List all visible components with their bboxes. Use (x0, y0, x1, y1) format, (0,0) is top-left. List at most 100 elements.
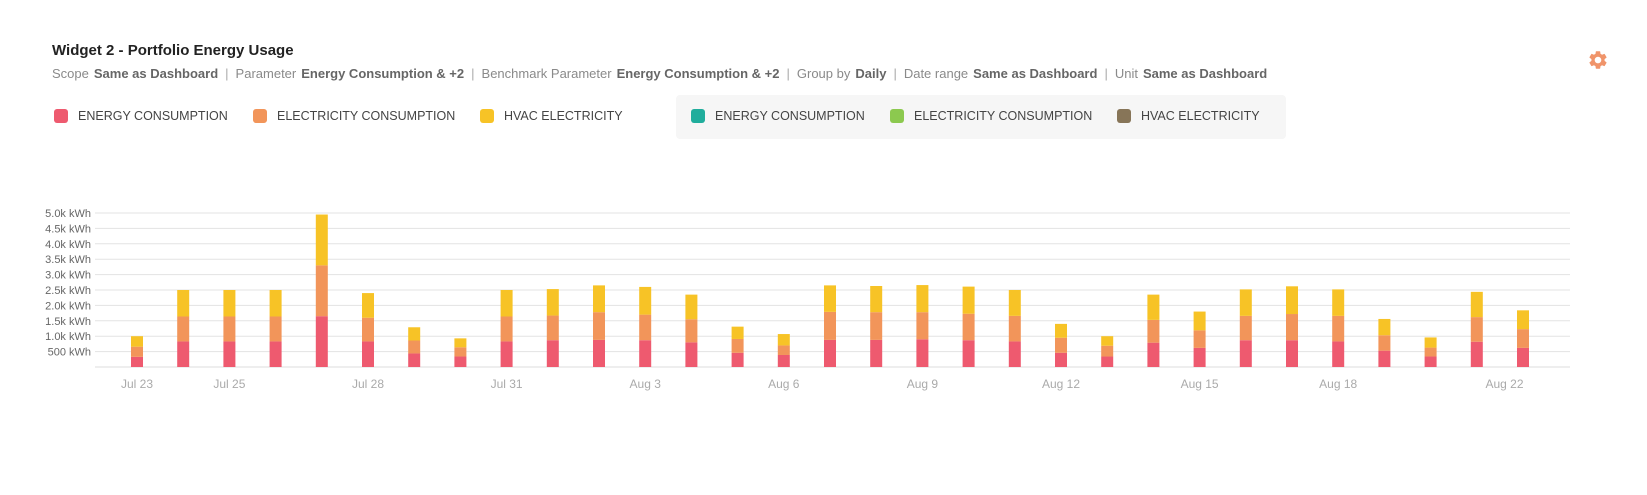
bar-segment (870, 312, 883, 340)
bar-segment (1286, 314, 1298, 341)
bar-segment (1193, 347, 1206, 367)
bar-segment (685, 342, 698, 367)
bar-segment (223, 341, 236, 367)
bar-segment (593, 285, 605, 313)
bar-segment (916, 312, 929, 340)
x-tick-label: Jul 25 (213, 377, 245, 391)
date-range-value: Same as Dashboard (973, 66, 1098, 81)
bar-segment (777, 345, 790, 355)
bar-segment (1424, 347, 1437, 357)
x-tick-label: Jul 31 (491, 377, 523, 391)
legend-swatch (1117, 109, 1131, 123)
bar-segment (731, 326, 744, 339)
bar-segment (1332, 289, 1345, 316)
bar-segment (408, 353, 421, 367)
bar-segment (639, 314, 652, 341)
bar-segment (1193, 330, 1206, 348)
bar-segment (1055, 352, 1067, 367)
y-tick-label: 5.0k kWh (45, 208, 91, 220)
bar-segment (131, 356, 143, 367)
legend-item-benchmark-electricity-consumption[interactable]: ELECTRICITY CONSUMPTION (890, 106, 1092, 126)
bar-segment (824, 339, 836, 367)
bar-segment (454, 347, 467, 357)
x-tick-label: Aug 15 (1181, 377, 1219, 391)
bar-segment (1470, 291, 1483, 318)
meta-divider: | (893, 66, 897, 81)
meta-divider: | (1104, 66, 1108, 81)
scope-value: Same as Dashboard (93, 66, 219, 81)
x-tick-label: Aug 12 (1042, 377, 1080, 391)
bar-segment (1101, 336, 1114, 346)
bar-segment (546, 340, 559, 367)
y-tick-label: 4.0k kWh (45, 239, 91, 251)
y-tick-label: 3.0k kWh (45, 270, 91, 282)
bar-segment (1424, 356, 1437, 367)
bar-segment (639, 340, 652, 367)
bar-segment (408, 340, 421, 354)
bar-segment (1517, 347, 1529, 367)
gear-icon-graphic (1589, 51, 1607, 69)
x-tick-label: Aug 3 (630, 377, 662, 391)
bar-segment (1008, 341, 1021, 367)
bar-segment (1101, 345, 1114, 357)
bar-segment (1193, 311, 1206, 331)
bar-segment (962, 286, 975, 314)
legend-label: HVAC ELECTRICITY (1141, 109, 1260, 123)
x-tick-label: Aug 22 (1485, 377, 1523, 391)
group-by-value: Daily (855, 66, 887, 81)
bar-segment (916, 285, 929, 313)
bar-segment (269, 316, 282, 342)
unit-label: Unit (1114, 66, 1138, 81)
bar-segment (824, 285, 836, 312)
bar-segment (1470, 317, 1483, 342)
y-tick-label: 2.0k kWh (45, 300, 91, 312)
legend-item-benchmark-energy-consumption[interactable]: ENERGY CONSUMPTION (691, 106, 865, 126)
widget-title: Widget 2 - Portfolio Energy Usage (52, 42, 294, 59)
bar-segment (362, 317, 374, 342)
gear-icon[interactable] (1587, 49, 1609, 71)
y-tick-label: 3.5k kWh (45, 254, 91, 266)
bar-segment (177, 316, 190, 342)
bar-segment (1147, 319, 1160, 343)
bar-segment (454, 338, 467, 348)
bar-segment (223, 316, 236, 342)
bar-segment (131, 346, 143, 357)
bar-segment (1239, 289, 1252, 316)
y-tick-label: 2.5k kWh (45, 285, 91, 297)
legend-item-energy-consumption[interactable]: ENERGY CONSUMPTION (54, 106, 228, 126)
scope-label: Scope (52, 66, 89, 81)
bar-segment (870, 285, 883, 313)
bar-segment (1147, 294, 1160, 320)
x-tick-label: Jul 23 (121, 377, 153, 391)
x-tick-label: Jul 28 (352, 377, 384, 391)
bar-segment (1332, 341, 1345, 367)
bar-segment (1147, 342, 1160, 367)
bar-segment (593, 339, 605, 367)
meta-divider: | (471, 66, 475, 81)
bar-segment (131, 336, 143, 347)
bar-segment (546, 289, 559, 316)
bar-segment (362, 293, 374, 318)
benchmark-legend-panel (676, 95, 1286, 139)
legend-item-electricity-consumption[interactable]: ELECTRICITY CONSUMPTION (253, 106, 455, 126)
bar-segment (177, 341, 190, 367)
legend-item-hvac-electricity[interactable]: HVAC ELECTRICITY (480, 106, 623, 126)
bar-segment (685, 294, 698, 320)
y-tick-label: 1.0k kWh (45, 331, 91, 343)
bar-segment (223, 290, 236, 317)
bar-segment (500, 316, 513, 342)
bar-segment (1055, 323, 1067, 338)
legend-item-benchmark-hvac-electricity[interactable]: HVAC ELECTRICITY (1117, 106, 1260, 126)
bar-segment (1239, 315, 1252, 341)
bar-segment (962, 313, 975, 341)
x-tick-label: Aug 18 (1319, 377, 1357, 391)
bar-segment (1470, 341, 1483, 367)
bar-segment (1424, 337, 1437, 348)
legend-label: ELECTRICITY CONSUMPTION (277, 109, 456, 123)
bar-segment (1055, 337, 1067, 353)
bar-segment (1008, 290, 1021, 316)
x-tick-label: Aug 9 (907, 377, 939, 391)
parameter-value: Energy Consumption & +2 (301, 66, 465, 81)
benchmark-parameter-label: Benchmark Parameter (481, 66, 612, 81)
